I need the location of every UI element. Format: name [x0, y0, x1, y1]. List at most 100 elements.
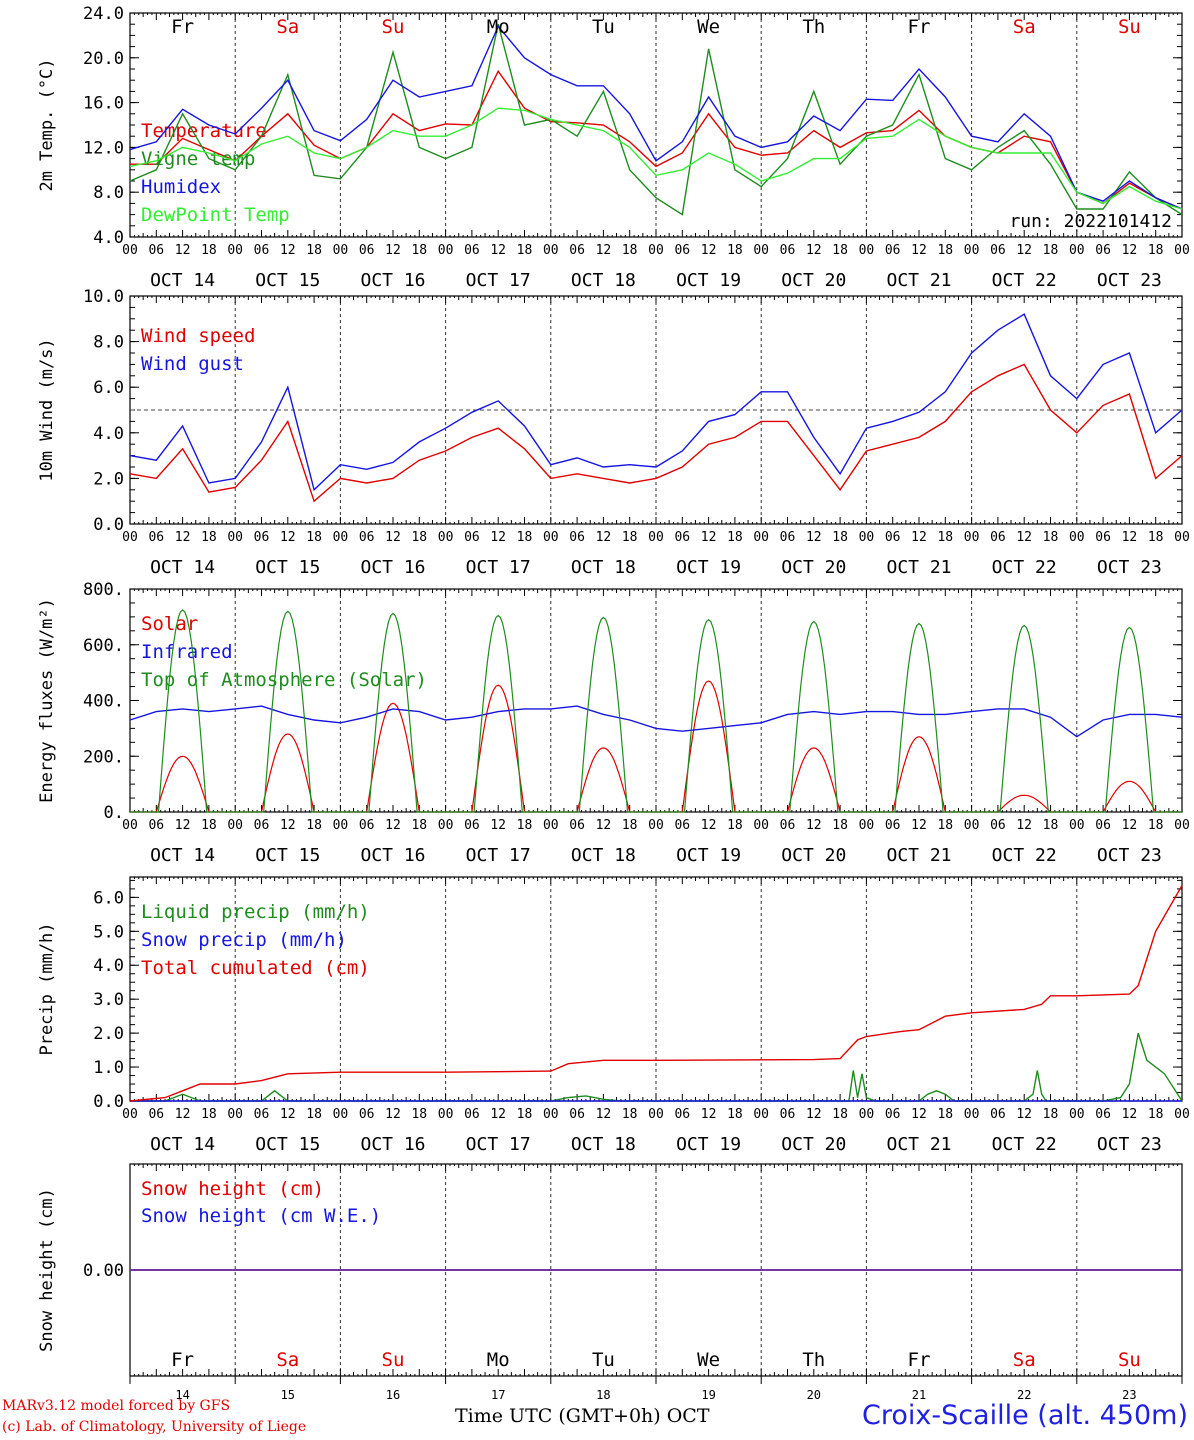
hour-tick-label: 12	[806, 818, 822, 833]
hour-tick-label: 00	[122, 1107, 138, 1122]
legend-entry: Top of Atmosphere (Solar)	[141, 669, 427, 691]
hour-tick-label: 12	[490, 1107, 506, 1122]
y-tick-label: 8.0	[93, 333, 124, 353]
date-label: OCT 18	[571, 270, 636, 291]
date-label: OCT 17	[466, 1134, 531, 1155]
hour-tick-label: 12	[490, 818, 506, 833]
date-label: OCT 21	[886, 557, 951, 578]
date-label: OCT 23	[1097, 1134, 1162, 1155]
hour-tick-label: 18	[832, 530, 848, 545]
hour-tick-label: 06	[990, 818, 1006, 833]
hour-tick-label: 18	[306, 243, 322, 258]
hour-tick-label: 18	[832, 818, 848, 833]
date-label: OCT 16	[360, 270, 425, 291]
legend-entry: Total cumulated (cm)	[141, 957, 370, 979]
hour-tick-label: 00	[1174, 818, 1190, 833]
weekday-label-top: Su	[382, 16, 405, 38]
hour-tick-label: 06	[254, 818, 270, 833]
legend-entry: Humidex	[141, 176, 221, 198]
hour-tick-label: 00	[333, 530, 349, 545]
hour-tick-label: 06	[990, 1107, 1006, 1122]
panel-frame	[129, 588, 1183, 813]
hour-tick-label: 06	[569, 530, 585, 545]
hour-tick-label: 06	[569, 1107, 585, 1122]
day-number-label: 18	[596, 1388, 610, 1402]
date-label: OCT 14	[150, 557, 215, 578]
hour-tick-label: 00	[122, 243, 138, 258]
series-1-1	[129, 313, 1183, 492]
hour-tick-label: 18	[937, 530, 953, 545]
series-0-1	[129, 24, 1183, 216]
hour-tick-label: 06	[780, 1107, 796, 1122]
hour-tick-label: 06	[885, 1107, 901, 1122]
hour-tick-label: 00	[859, 530, 875, 545]
hour-tick-label: 00	[1069, 1107, 1085, 1122]
hour-tick-label: 18	[517, 243, 533, 258]
date-label: OCT 16	[360, 845, 425, 866]
hour-tick-label: 18	[306, 818, 322, 833]
hour-tick-label: 12	[280, 1107, 296, 1122]
hour-tick-label: 06	[464, 818, 480, 833]
hour-tick-label: 00	[964, 530, 980, 545]
date-label: OCT 20	[781, 557, 846, 578]
weekday-label-top: Mo	[487, 16, 510, 38]
weekday-label-top: Fr	[171, 16, 194, 38]
date-label: OCT 15	[255, 270, 320, 291]
date-label: OCT 17	[466, 845, 531, 866]
weekday-label-top: Fr	[908, 16, 931, 38]
hour-tick-label: 12	[280, 243, 296, 258]
date-label: OCT 20	[781, 845, 846, 866]
weekday-label-top: Tu	[592, 16, 615, 38]
legend-entry: Snow height (cm W.E.)	[141, 1205, 381, 1227]
y-tick-label: 0.00	[83, 1261, 124, 1281]
hour-tick-label: 06	[254, 243, 270, 258]
hour-tick-label: 18	[1148, 243, 1164, 258]
hour-tick-label: 06	[1095, 530, 1111, 545]
y-tick-label: 2.0	[93, 1024, 124, 1044]
hour-tick-label: 12	[911, 530, 927, 545]
hour-tick-label: 12	[1122, 818, 1138, 833]
date-label: OCT 14	[150, 270, 215, 291]
hour-tick-label: 12	[1122, 1107, 1138, 1122]
hour-tick-label: 00	[1174, 243, 1190, 258]
hour-tick-label: 00	[438, 530, 454, 545]
time-axis-label: Time UTC (GMT+0h) OCT	[455, 1405, 710, 1427]
legend-entry: Solar	[141, 613, 198, 635]
series-3-2	[129, 885, 1183, 1102]
hour-tick-label: 00	[1069, 530, 1085, 545]
hour-tick-label: 00	[964, 1107, 980, 1122]
hour-tick-label: 18	[201, 243, 217, 258]
day-number-label: 22	[1017, 1388, 1031, 1402]
y-tick-label: 0.0	[93, 1092, 124, 1112]
hour-tick-label: 18	[306, 530, 322, 545]
hour-tick-label: 06	[148, 530, 164, 545]
hour-tick-label: 18	[622, 243, 638, 258]
hour-tick-label: 18	[201, 1107, 217, 1122]
hour-tick-label: 06	[148, 243, 164, 258]
date-label: OCT 14	[150, 1134, 215, 1155]
hour-tick-label: 00	[227, 530, 243, 545]
day-number-label: 20	[807, 1388, 821, 1402]
hour-tick-label: 06	[254, 1107, 270, 1122]
hour-tick-label: 18	[727, 818, 743, 833]
hour-tick-label: 12	[1016, 1107, 1032, 1122]
hour-tick-label: 00	[1069, 818, 1085, 833]
hour-tick-label: 18	[411, 818, 427, 833]
hour-tick-label: 18	[1043, 1107, 1059, 1122]
hour-tick-label: 00	[1174, 1107, 1190, 1122]
day-number-label: 21	[912, 1388, 926, 1402]
hour-tick-label: 00	[753, 530, 769, 545]
weekday-label-bottom: Mo	[487, 1349, 510, 1371]
date-label: OCT 19	[676, 1134, 741, 1155]
hour-tick-label: 00	[648, 243, 664, 258]
hour-tick-label: 06	[359, 530, 375, 545]
hour-tick-label: 06	[1095, 818, 1111, 833]
y-axis-label: Energy fluxes (W/m²)	[37, 598, 57, 803]
y-tick-label: 16.0	[83, 94, 124, 114]
weekday-label-bottom: Su	[382, 1349, 405, 1371]
hour-tick-label: 00	[543, 818, 559, 833]
hour-tick-label: 18	[1148, 1107, 1164, 1122]
hour-tick-label: 06	[1095, 1107, 1111, 1122]
model-credit: MARv3.12 model forced by GFS	[2, 1398, 231, 1414]
y-tick-label: 12.0	[83, 138, 124, 158]
